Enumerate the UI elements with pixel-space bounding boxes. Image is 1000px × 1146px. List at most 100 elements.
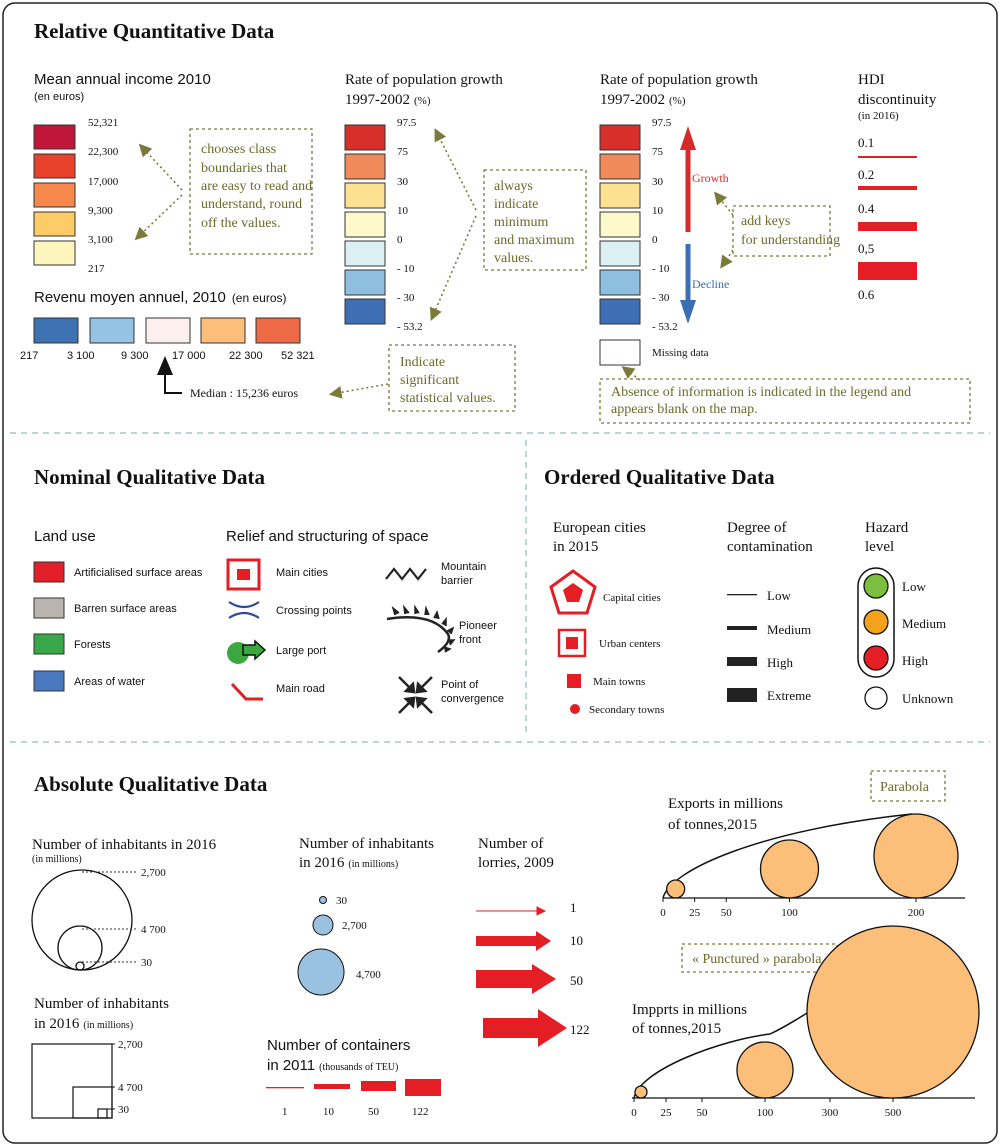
revenu-swatch-1 <box>33 317 79 344</box>
growth1-swatch <box>344 153 386 180</box>
growth1-value: 97.5 <box>397 117 417 129</box>
blue-circle-value: 30 <box>336 895 348 907</box>
secondary-towns-icon <box>570 704 580 714</box>
main-cities-label: Main cities <box>276 567 328 579</box>
blue-circle-medium <box>312 914 334 936</box>
import-tick-label: 0 <box>631 1107 637 1119</box>
contamination-label: High <box>767 655 794 670</box>
growth1-swatch <box>344 182 386 209</box>
contamination-line-medium <box>727 626 757 630</box>
hdi-title-2: discontinuity <box>858 92 937 108</box>
nested-square-value: 4 700 <box>118 1082 143 1094</box>
growth2-swatch <box>599 211 641 238</box>
note-keys-text: add keys for understanding <box>741 214 840 248</box>
imports-title-2: of tonnes,2015 <box>632 1021 721 1037</box>
growth2-legend: 97.5 75 30 10 0 - 10 - 30 - 53.2 <box>599 117 678 333</box>
growth2-value: - 10 <box>652 263 670 275</box>
lorry-value: 10 <box>570 933 583 948</box>
growth2-swatch <box>599 182 641 209</box>
growth2-value: - 30 <box>652 292 670 304</box>
main-road-icon <box>230 682 263 701</box>
container-value: 1 <box>282 1106 288 1118</box>
revenu-swatch-5 <box>255 317 301 344</box>
export-circle <box>759 839 820 899</box>
land-use-swatch-artificial <box>33 561 65 583</box>
container-value: 122 <box>412 1106 429 1118</box>
capital-cities-icon-inner <box>563 583 583 602</box>
mountain-barrier-label-2: barrier <box>441 575 473 587</box>
parabola-label-box <box>870 770 946 802</box>
hazard-label: Medium <box>902 616 946 631</box>
land-use-title: Land use <box>34 528 96 545</box>
import-tick-label: 50 <box>697 1107 709 1119</box>
export-tick-label: 100 <box>781 907 798 919</box>
main-towns-icon <box>567 674 581 688</box>
export-circle <box>873 813 959 899</box>
lorry-arrow-122 <box>483 1009 567 1047</box>
section-title-ordered: Ordered Qualitative Data <box>544 465 775 489</box>
hdi-unit: (in 2016) <box>858 110 899 122</box>
note-class-box <box>189 128 313 255</box>
growth1-value: - 30 <box>397 292 415 304</box>
import-circle <box>806 925 980 1099</box>
container-bar-122 <box>405 1079 441 1096</box>
income-legend: 52,321 22,300 17,000 9,300 3,100 217 <box>33 117 119 275</box>
imports-title: Impprts in millions <box>632 1002 747 1018</box>
punctured-label-box <box>681 943 838 973</box>
growth1-period: 1997-2002 (%) <box>345 92 431 108</box>
hazard-label: High <box>902 653 929 668</box>
section-title-absolute: Absolute Qualitative Data <box>34 772 268 796</box>
growth2-value: 0 <box>652 234 658 246</box>
convergence-icon <box>398 676 433 714</box>
contamination-label: Extreme <box>767 688 811 703</box>
hdi-value: 0.2 <box>858 167 874 182</box>
revenu-swatch-3 <box>145 317 191 344</box>
pioneer-front-label: Pioneer <box>459 620 497 632</box>
revenu-value: 52 321 <box>281 350 315 362</box>
land-use-label: Barren surface areas <box>74 603 177 615</box>
growth2-value: 10 <box>652 205 664 217</box>
income-swatch-5 <box>33 240 76 266</box>
revenu-title: Revenu moyen annuel, 2010 (en euros) <box>34 289 287 306</box>
income-swatch-1 <box>33 124 76 150</box>
hazard-label: Low <box>902 579 926 594</box>
land-use-label: Forests <box>74 639 111 651</box>
hazard-light-low <box>863 573 889 599</box>
revenu-swatch-4 <box>200 317 246 344</box>
exports-title-2: of tonnes,2015 <box>668 817 757 833</box>
growth1-legend: 97.5 75 30 10 0 - 10 - 30 - 53.2 <box>344 117 423 333</box>
containers-title-2: in 2011 (thousands of TEU) <box>267 1057 398 1074</box>
lorry-arrow-10 <box>476 931 551 951</box>
contamination-title-2: contamination <box>727 539 813 555</box>
income-value: 3,100 <box>88 234 113 246</box>
lorries-title-2: lorries, 2009 <box>478 855 554 871</box>
nested-square-value: 30 <box>118 1104 130 1116</box>
contamination-title: Degree of <box>727 520 787 536</box>
imports-ticks: 0 25 50 100 300 500 <box>631 1098 902 1119</box>
mountain-barrier-label: Mountain <box>441 561 486 573</box>
income-value: 52,321 <box>88 117 118 129</box>
nested-circle-value: 4 700 <box>141 924 166 936</box>
land-use-swatch-barren <box>33 597 65 619</box>
arrow-class-down <box>134 194 183 241</box>
income-unit: (en euros) <box>34 91 84 103</box>
growth1-swatch <box>344 211 386 238</box>
pioneer-front-label-2: front <box>459 634 481 646</box>
growth2-value: 97.5 <box>652 117 672 129</box>
contamination-line-extreme <box>727 688 757 702</box>
hazard-title-2: level <box>865 539 894 555</box>
growth1-value: - 53.2 <box>397 321 423 333</box>
nested-circle-value: 30 <box>141 957 153 969</box>
lorry-arrow-1 <box>476 906 547 916</box>
land-use-label: Artificialised surface areas <box>74 567 203 579</box>
import-circle <box>634 1085 648 1099</box>
square-small <box>97 1108 108 1119</box>
note-keys-box <box>732 205 831 257</box>
urban-centers-icon-inner <box>566 637 578 649</box>
square-medium <box>72 1086 113 1119</box>
hdi-bar-4 <box>858 262 917 280</box>
growth2-value: 30 <box>652 176 664 188</box>
circle-small <box>75 961 85 971</box>
income-swatch-3 <box>33 182 76 208</box>
